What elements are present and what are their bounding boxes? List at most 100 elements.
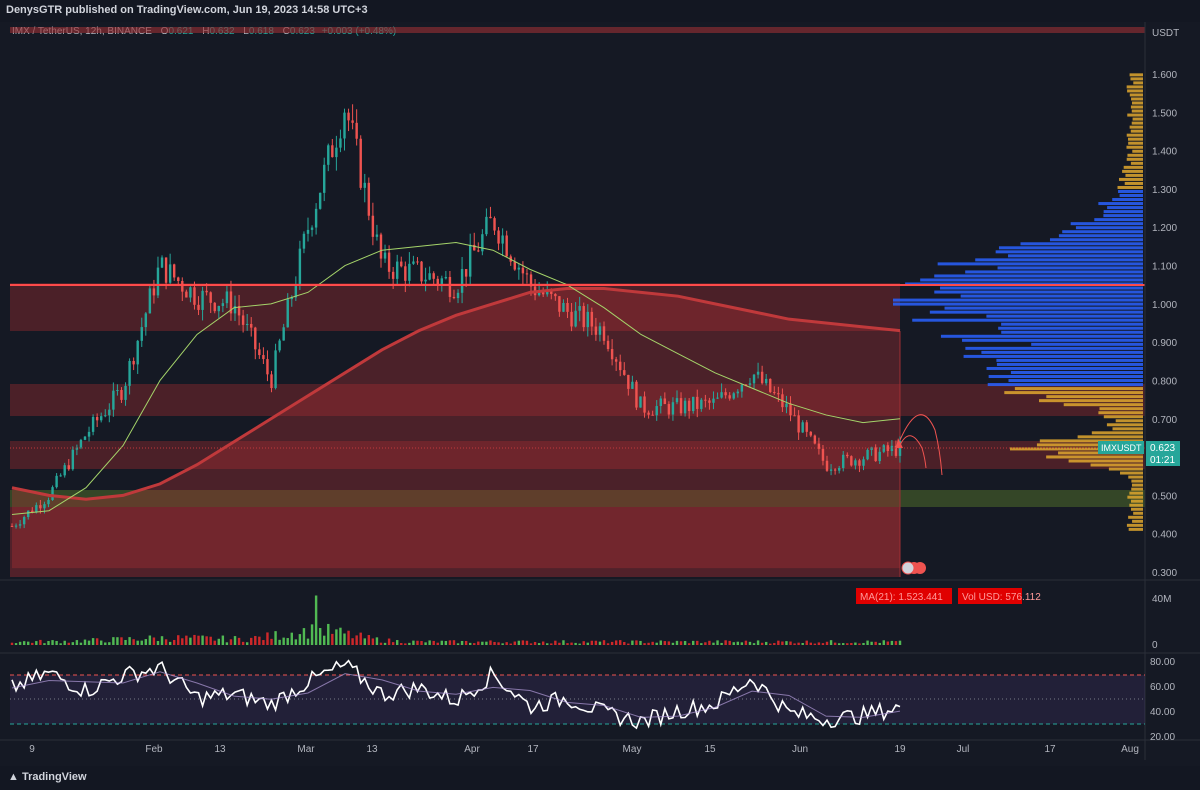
vp-bar — [1130, 129, 1143, 133]
candle-body — [687, 400, 691, 412]
volume-bar — [821, 643, 825, 645]
price-tick: 0.500 — [1152, 491, 1177, 502]
price-tick: 1.400 — [1152, 147, 1177, 158]
vp-bar — [1131, 487, 1143, 491]
candle-body — [181, 280, 184, 292]
volume-bar — [675, 640, 679, 645]
vp-bar — [937, 262, 1143, 266]
vp-bar — [1103, 214, 1143, 218]
ma-fill-layer — [12, 288, 900, 569]
volume-bar — [314, 595, 318, 645]
projection-arc-2 — [899, 435, 927, 469]
candle-body — [554, 293, 557, 297]
volume-bar — [481, 641, 484, 645]
volume-bar — [748, 641, 752, 645]
ma-long-area — [12, 288, 900, 569]
candle-body — [842, 454, 845, 468]
candle-body — [262, 355, 265, 360]
vp-bar — [1133, 81, 1143, 85]
vp-bar — [1122, 169, 1143, 173]
time-label: 13 — [214, 744, 226, 755]
volume-bar — [679, 641, 683, 645]
volume-bar — [91, 638, 95, 645]
volume-bar — [87, 640, 91, 645]
event-flags-icon — [901, 561, 926, 575]
price-tick: 0.300 — [1152, 568, 1177, 579]
vp-bar — [1126, 145, 1143, 149]
candle-body — [521, 267, 525, 274]
candle-body — [27, 510, 30, 518]
price-tick: 0.400 — [1152, 530, 1177, 541]
candle-body — [558, 296, 561, 312]
upper-supply-zone — [10, 384, 1145, 416]
volume-bar — [862, 642, 865, 645]
candle-body — [704, 399, 707, 401]
candle-body — [132, 360, 135, 365]
volume-bar — [339, 627, 342, 645]
candle-body — [286, 299, 289, 328]
candle-body — [550, 289, 553, 294]
time-label: Apr — [464, 744, 480, 755]
candle-body — [440, 278, 444, 285]
volume-bar — [489, 640, 492, 645]
volume-bar — [104, 642, 107, 645]
candle-body — [671, 402, 675, 415]
candle-body — [854, 460, 857, 466]
vp-bar — [988, 375, 1143, 379]
candle-body — [663, 398, 667, 405]
candle-body — [562, 302, 565, 312]
volume-bar — [833, 642, 837, 645]
candle-body — [351, 120, 354, 123]
candle-body — [270, 374, 273, 389]
candle-body — [14, 525, 18, 527]
vp-bar — [1099, 407, 1143, 411]
volume-bar — [651, 641, 654, 645]
candle-body — [541, 292, 545, 295]
candle-body — [724, 392, 727, 396]
vp-bar — [1129, 491, 1143, 495]
candle-body — [383, 252, 387, 259]
volume-bar — [274, 631, 277, 645]
vp-bar — [893, 298, 1143, 302]
candle-body — [55, 475, 58, 488]
volume-bar — [152, 637, 156, 645]
candle-body — [773, 392, 776, 394]
support-zone — [10, 490, 1145, 507]
candle-body — [331, 145, 334, 158]
volume-bar — [83, 639, 87, 645]
volume-bar — [306, 638, 310, 645]
candle-body — [416, 261, 419, 263]
volume-bar — [371, 638, 375, 645]
volume-bar — [79, 642, 83, 645]
volume-bar — [817, 642, 821, 645]
volume-bar — [456, 643, 460, 645]
candle-body — [606, 340, 610, 350]
candle-body — [712, 398, 715, 403]
candle-body — [473, 244, 476, 251]
candle-body — [586, 311, 589, 328]
volume-bar — [813, 643, 817, 645]
volume-bar — [477, 641, 480, 645]
volume-bar — [655, 642, 658, 645]
volume-profile — [893, 73, 1143, 531]
volume-bar — [785, 641, 788, 645]
volume-bar — [866, 640, 869, 645]
candle-body — [716, 397, 719, 399]
candle-body — [290, 297, 293, 300]
vp-bar — [1131, 479, 1143, 483]
projection-arc-1 — [899, 414, 943, 476]
time-label: Jul — [957, 744, 970, 755]
volume-bar — [270, 638, 273, 645]
volume-bar — [870, 641, 873, 645]
volume-bar — [801, 643, 804, 645]
candle-body — [785, 403, 788, 408]
volume-bar — [282, 637, 285, 645]
tradingview-logo[interactable]: ▲ TradingView — [8, 771, 87, 783]
vp-bar — [944, 306, 1143, 310]
volume-bar — [395, 640, 399, 645]
candle-body — [464, 269, 468, 277]
volume-bar — [501, 643, 504, 645]
candle-body — [71, 449, 75, 470]
candle-body — [501, 235, 504, 244]
